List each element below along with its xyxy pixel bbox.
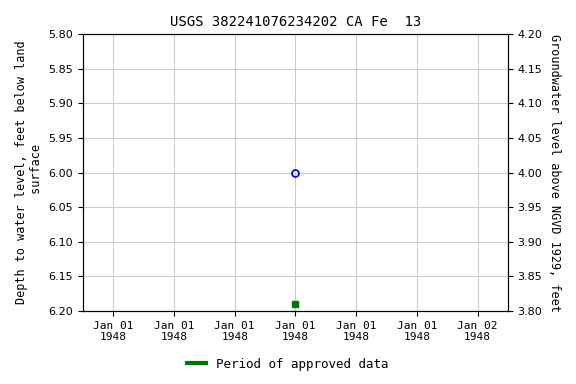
Y-axis label: Depth to water level, feet below land
 surface: Depth to water level, feet below land su… (15, 41, 43, 305)
Title: USGS 382241076234202 CA Fe  13: USGS 382241076234202 CA Fe 13 (170, 15, 421, 29)
Y-axis label: Groundwater level above NGVD 1929, feet: Groundwater level above NGVD 1929, feet (548, 34, 561, 311)
Legend: Period of approved data: Period of approved data (183, 353, 393, 376)
